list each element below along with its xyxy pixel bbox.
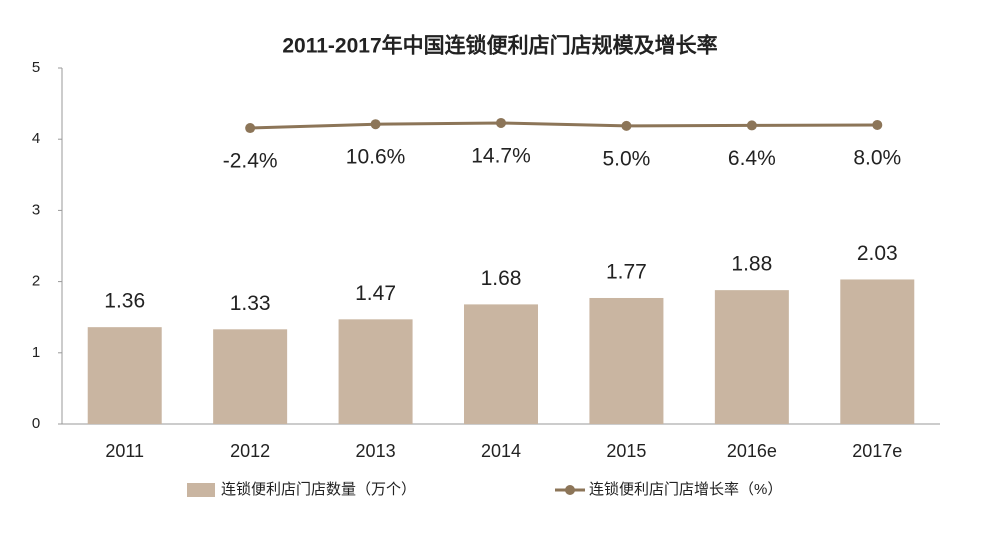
y-tick-label: 3 [32, 201, 40, 218]
bar-value-label: 1.47 [355, 282, 396, 305]
line-point [872, 119, 883, 130]
bar-value-label: 1.88 [731, 253, 772, 276]
legend-label: 连锁便利店门店数量（万个） [221, 481, 416, 498]
bar [87, 327, 162, 424]
line-value-label: 5.0% [602, 147, 650, 170]
x-tick-label: 2017e [852, 441, 902, 461]
line-point [496, 117, 506, 128]
y-tick-label: 4 [32, 130, 40, 147]
x-tick-label: 2016e [727, 441, 777, 461]
bar-value-label: 1.68 [481, 267, 522, 290]
legend-swatch [187, 483, 215, 497]
chart-title: 2011-2017年中国连锁便利店门店规模及增长率 [282, 34, 717, 58]
line-value-label: 6.4% [728, 147, 776, 170]
legend-label: 连锁便利店门店增长率（%） [589, 481, 782, 498]
bar-value-label: 2.03 [857, 242, 898, 265]
line [250, 121, 878, 130]
bar [589, 297, 664, 424]
bar-value-label: 1.77 [606, 261, 647, 284]
bar-value-label: 1.33 [230, 292, 271, 315]
x-tick-label: 2013 [356, 441, 396, 461]
x-tick-label: 2012 [230, 441, 270, 461]
line-value-label: 8.0% [853, 147, 901, 170]
y-tick-label: 2 [32, 273, 40, 290]
bar [464, 304, 538, 424]
bar-value-label: 1.36 [104, 290, 145, 313]
x-tick-label: 2014 [481, 441, 521, 461]
line-point [245, 123, 256, 134]
bar [840, 279, 915, 424]
y-tick-label: 0 [32, 415, 40, 432]
bar [213, 329, 288, 424]
x-tick-label: 2011 [105, 441, 144, 461]
bar [338, 319, 413, 424]
y-tick-label: 5 [32, 59, 40, 76]
line-point [746, 120, 757, 131]
line-value-label: 14.7% [471, 145, 531, 168]
line-point [621, 120, 632, 131]
bar [714, 290, 789, 424]
legend-swatch [565, 485, 575, 495]
x-tick-label: 2015 [606, 441, 646, 461]
line-value-label: -2.4% [223, 150, 278, 173]
line-value-label: 10.6% [346, 146, 406, 169]
y-tick-label: 1 [32, 344, 40, 361]
line-point [370, 119, 381, 130]
